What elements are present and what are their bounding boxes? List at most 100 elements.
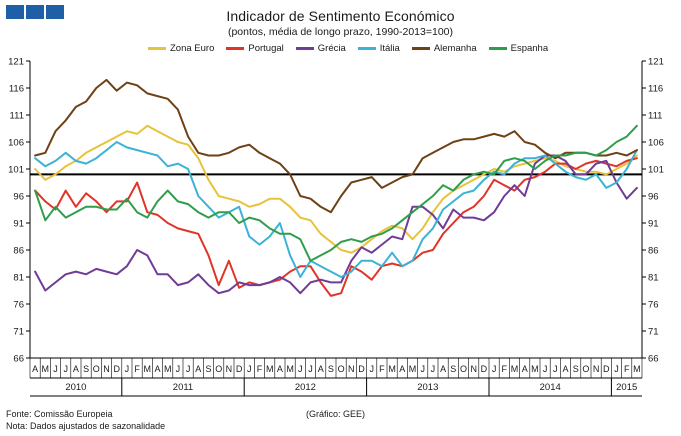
y-tick-label-right: 111 [648, 111, 662, 122]
month-label: M [286, 364, 294, 374]
year-label: 2013 [417, 382, 438, 393]
month-label: F [502, 364, 508, 374]
month-label: F [624, 364, 630, 374]
month-label: S [328, 364, 334, 374]
legend-label: Grécia [317, 43, 346, 54]
y-tick-label-left: 116 [9, 84, 24, 95]
y-tick-label-left: 121 [8, 57, 24, 68]
month-label: A [440, 364, 446, 374]
month-label: J [176, 364, 181, 374]
year-label: 2010 [65, 382, 86, 393]
month-label: N [103, 364, 110, 374]
legend-item: Grécia [295, 43, 346, 54]
month-label: A [522, 364, 528, 374]
y-tick-label-right: 81 [648, 273, 659, 284]
month-label: M [511, 364, 519, 374]
month-label: D [113, 364, 120, 374]
month-label: N [470, 364, 477, 374]
chart-title: Indicador de Sentimento Económico [226, 8, 455, 24]
month-label: M [266, 364, 274, 374]
month-label: O [215, 364, 222, 374]
month-label: J [492, 364, 497, 374]
logo-block-3 [46, 5, 64, 19]
month-label: J [369, 364, 374, 374]
y-tick-label-left: 76 [13, 300, 24, 311]
y-tick-label-right: 86 [648, 246, 659, 257]
legend-swatch [295, 47, 314, 50]
month-label: A [318, 364, 324, 374]
month-label: A [562, 364, 568, 374]
month-label: J [298, 364, 303, 374]
chart-credit: (Gráfico: GEE) [306, 409, 366, 419]
month-label: O [582, 364, 589, 374]
month-label: A [277, 364, 283, 374]
month-label: O [93, 364, 100, 374]
month-label: S [205, 364, 211, 374]
month-label: J [420, 364, 425, 374]
month-label: O [338, 364, 345, 374]
legend-swatch [488, 47, 507, 50]
month-label: J [125, 364, 130, 374]
year-label: 2015 [616, 382, 637, 393]
y-tick-label-left: 101 [8, 165, 24, 176]
legend-label: Zona Euro [170, 43, 215, 54]
month-label: M [42, 364, 50, 374]
month-label: O [460, 364, 467, 374]
month-label: D [358, 364, 365, 374]
month-label: M [633, 364, 641, 374]
month-label: F [257, 364, 263, 374]
y-tick-label-left: 111 [10, 111, 24, 122]
series-line [34, 141, 638, 278]
month-label: A [73, 364, 79, 374]
month-label: J [308, 364, 313, 374]
month-label: A [32, 364, 38, 374]
series-line [34, 124, 638, 262]
brand-logo [6, 5, 64, 19]
y-tick-label-right: 91 [648, 219, 659, 230]
legend-item: Zona Euro [148, 43, 214, 54]
month-label: J [247, 364, 252, 374]
series-line [34, 154, 638, 295]
month-label: S [83, 364, 89, 374]
month-label: N [348, 364, 355, 374]
y-tick-label-left: 66 [13, 354, 24, 365]
month-label: J [431, 364, 436, 374]
month-label: A [399, 364, 405, 374]
legend-label: Itália [379, 43, 400, 54]
month-label: S [450, 364, 456, 374]
month-label: M [164, 364, 172, 374]
y-tick-label-left: 96 [13, 192, 24, 203]
chart-legend: Zona Euro Portugal Grécia Itália Alemanha Esp… [148, 43, 548, 54]
y-tick-label-right: 116 [648, 84, 663, 95]
y-tick-label-right: 121 [648, 57, 664, 68]
chart-subtitle: (pontos, média de longo prazo, 1990-2013… [227, 26, 454, 38]
y-tick-label-left: 81 [13, 273, 24, 284]
source-note: Fonte: Comissão Europeia [6, 409, 113, 419]
logo-block-2 [26, 5, 44, 19]
month-label: S [573, 364, 579, 374]
month-label: F [134, 364, 140, 374]
month-label: J [53, 364, 58, 374]
legend-swatch [357, 47, 376, 50]
y-tick-label-right: 71 [648, 327, 659, 338]
month-label: M [531, 364, 539, 374]
legend-item: Espanha [488, 43, 548, 54]
y-tick-label-left: 71 [13, 327, 24, 338]
legend-label: Portugal [248, 43, 284, 54]
year-label: 2012 [295, 382, 316, 393]
legend-item: Alemanha [411, 43, 477, 54]
y-tick-label-right: 76 [648, 300, 659, 311]
y-tick-label-right: 106 [648, 138, 664, 149]
month-label: N [593, 364, 600, 374]
month-label: J [63, 364, 68, 374]
y-tick-label-left: 86 [13, 246, 24, 257]
series-line [34, 157, 638, 297]
month-label: D [603, 364, 610, 374]
month-label: M [144, 364, 152, 374]
month-label: M [388, 364, 396, 374]
y-tick-label-right: 96 [648, 192, 659, 203]
y-tick-label-right: 66 [648, 354, 659, 365]
month-label: D [236, 364, 243, 374]
legend-item: Portugal [226, 43, 284, 54]
month-label: F [379, 364, 385, 374]
